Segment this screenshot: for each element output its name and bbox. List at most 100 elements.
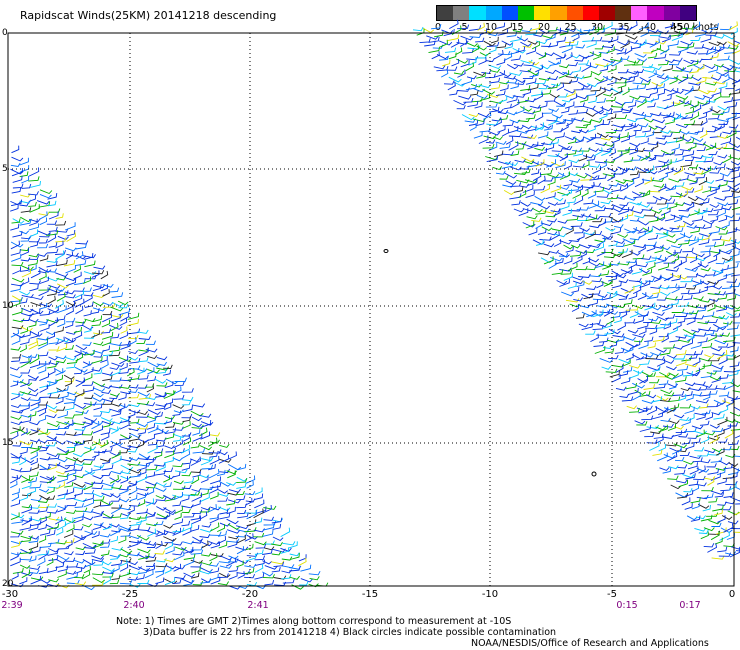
wind-barb <box>731 206 740 211</box>
wind-barb <box>734 486 740 490</box>
wind-barb <box>525 190 535 199</box>
wind-barb <box>20 327 29 334</box>
wind-barb <box>561 107 570 114</box>
wind-barb <box>714 537 723 545</box>
wind-barb <box>28 555 37 562</box>
wind-barb <box>190 549 204 555</box>
wind-barb <box>648 70 657 79</box>
wind-barb <box>73 535 83 544</box>
wind-barb <box>20 369 31 374</box>
wind-barb <box>147 528 156 537</box>
wind-barb <box>467 100 479 108</box>
wind-barb <box>666 283 678 289</box>
wind-barb <box>712 235 722 241</box>
wind-barb <box>572 213 585 218</box>
wind-barb <box>624 76 636 83</box>
wind-barb <box>93 495 105 501</box>
wind-barb <box>66 252 79 257</box>
wind-barb <box>576 206 589 211</box>
wind-barb <box>28 509 40 514</box>
wind-barb <box>102 458 111 465</box>
wind-barb <box>593 119 604 128</box>
wind-barb <box>634 389 646 396</box>
wind-barb <box>138 568 148 574</box>
wind-barb <box>461 114 475 121</box>
wind-barb <box>28 195 36 202</box>
wind-barb <box>509 193 522 200</box>
wind-barb <box>676 358 687 367</box>
wind-barb <box>700 372 713 379</box>
wind-barb <box>709 424 720 429</box>
wind-barb <box>723 269 735 277</box>
wind-barb <box>271 551 282 556</box>
wind-barb <box>606 143 615 151</box>
wind-barb <box>535 239 544 246</box>
wind-barb <box>631 267 643 275</box>
wind-barb <box>664 272 674 282</box>
wind-barb <box>729 411 740 417</box>
wind-barb <box>665 199 676 204</box>
wind-barb <box>136 440 145 449</box>
wind-barb <box>120 464 134 471</box>
wind-barb <box>155 463 166 472</box>
wind-barb <box>100 270 109 280</box>
wind-barb <box>716 135 729 139</box>
wind-barb <box>706 270 716 276</box>
wind-barb <box>635 263 649 268</box>
wind-barb <box>725 398 734 407</box>
wind-barb <box>631 43 642 50</box>
y-tick-label: 10 <box>2 301 14 311</box>
wind-barb <box>642 268 653 276</box>
wind-barb <box>84 560 93 568</box>
wind-barb <box>174 546 187 551</box>
wind-barb <box>11 517 24 524</box>
wind-barb <box>611 270 624 277</box>
wind-barb <box>73 485 87 490</box>
wind-barb <box>19 219 32 226</box>
wind-barb <box>638 168 652 173</box>
time-label: 0:15 <box>616 600 638 611</box>
wind-barb <box>724 429 734 439</box>
wind-barb <box>540 123 552 129</box>
wind-barb <box>138 553 150 560</box>
wind-barb <box>75 319 87 324</box>
wind-barb <box>609 148 616 157</box>
wind-barb <box>608 133 621 138</box>
wind-barb <box>717 180 728 187</box>
wind-barb <box>693 350 704 355</box>
wind-barb <box>39 302 48 310</box>
wind-barb <box>74 503 84 508</box>
wind-barb <box>552 172 565 179</box>
wind-barb <box>539 169 553 176</box>
wind-barb <box>712 110 725 115</box>
wind-barb <box>690 438 701 444</box>
wind-barb <box>630 156 642 161</box>
wind-barb <box>515 46 526 53</box>
wind-barb <box>55 237 67 243</box>
wind-barb <box>628 370 639 379</box>
wind-barb <box>485 156 499 161</box>
wind-barb <box>607 65 617 73</box>
wind-barb <box>653 383 666 389</box>
wind-barb <box>66 475 77 484</box>
wind-barb <box>655 426 667 431</box>
wind-barb <box>30 575 42 585</box>
wind-barb <box>726 312 737 317</box>
wind-barb <box>219 564 232 569</box>
wind-barb <box>581 118 593 124</box>
wind-barb <box>588 261 601 267</box>
wind-barb <box>416 28 425 36</box>
wind-barb <box>662 111 675 119</box>
wind-barb <box>129 520 143 527</box>
wind-barb <box>505 180 517 185</box>
wind-barb <box>254 517 263 524</box>
wind-barb <box>21 443 33 448</box>
wind-barb <box>468 113 480 118</box>
wind-barb <box>541 140 553 146</box>
wind-barb <box>613 316 622 324</box>
wind-barb <box>164 427 177 435</box>
wind-barb <box>535 64 543 73</box>
wind-barb <box>10 248 21 256</box>
wind-barb <box>64 290 75 295</box>
wind-barb <box>729 166 740 173</box>
